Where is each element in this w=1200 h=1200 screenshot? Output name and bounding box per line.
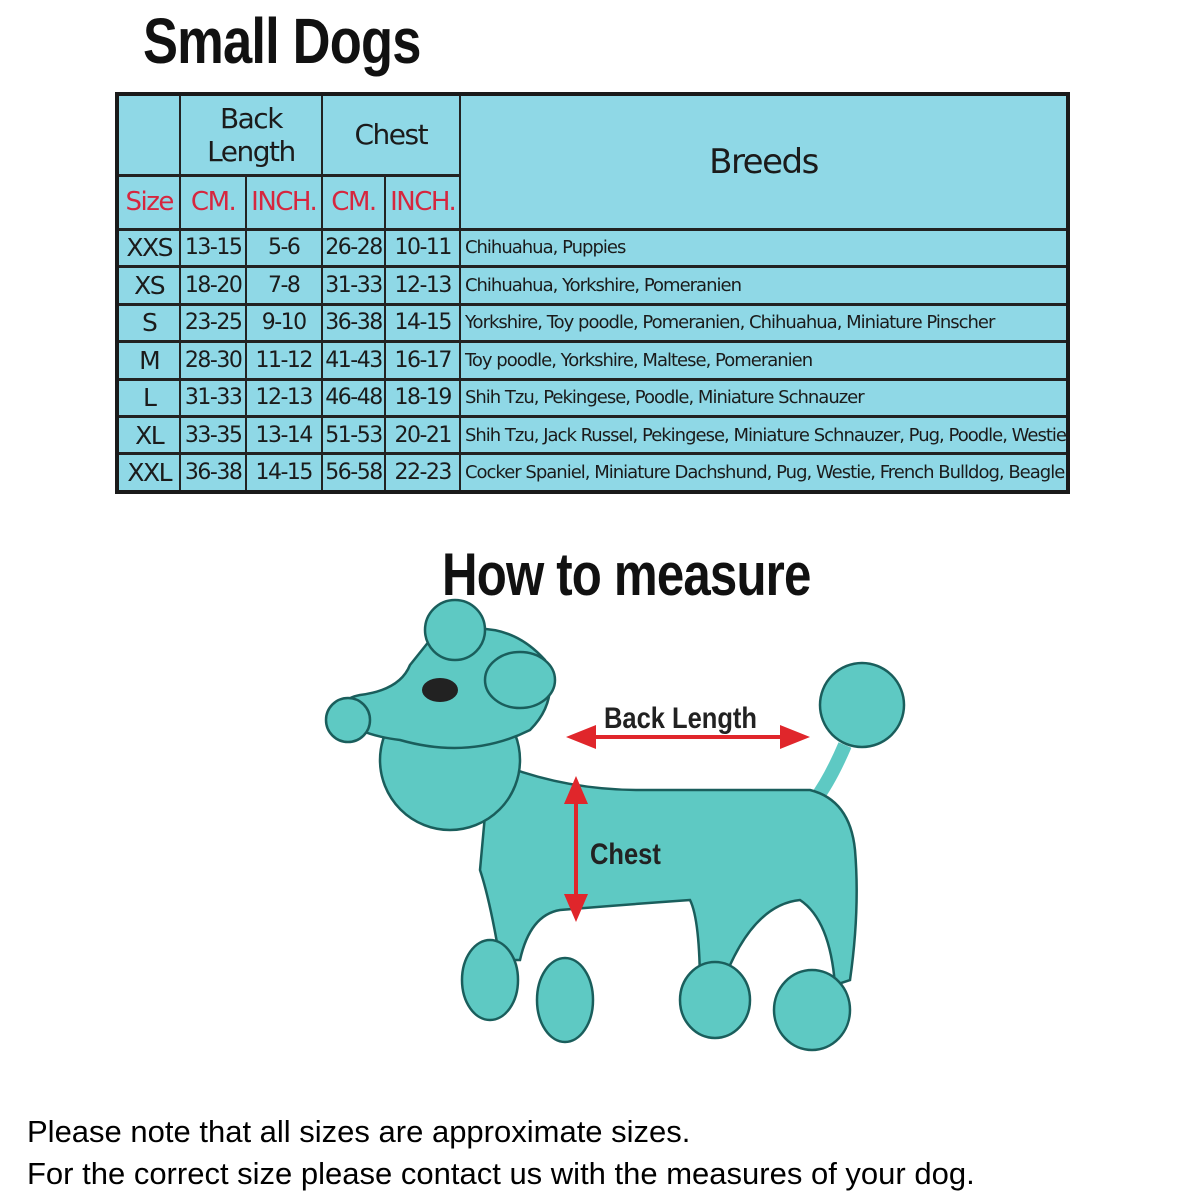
chest-cm-cell: 51-53 xyxy=(320,415,387,456)
chest-inch-cell: 22-23 xyxy=(384,452,461,494)
breeds-cell: Yorkshire, Toy poodle, Pomeranien, Chihu… xyxy=(458,303,1070,344)
table-row: XS 18-20 7-8 31-33 12-13 Chihuahua, Yorkshire… xyxy=(115,265,1070,306)
chest-inch-cell: 20-21 xyxy=(384,415,461,456)
table-row: M 28-30 11-12 41-43 16-17 Toy poodle, Yorkshi… xyxy=(115,340,1070,381)
back-cm-cell: 31-33 xyxy=(179,377,247,418)
breeds-cell: Cocker Spaniel, Miniature Dachshund, Pug… xyxy=(458,452,1070,494)
size-cell: M xyxy=(115,340,182,381)
dog-measure-illustration: Back Length Chest xyxy=(324,598,906,1052)
table-row: L 31-33 12-13 46-48 18-19 Shih Tzu, Pekingese… xyxy=(115,377,1070,418)
back-inch-cell: 14-15 xyxy=(244,452,323,494)
back-cm-cell: 36-38 xyxy=(179,452,247,494)
size-cell: XXS xyxy=(115,228,182,269)
chest-cm-cell: 46-48 xyxy=(320,377,387,418)
back-inch-cell: 13-14 xyxy=(244,415,323,456)
chest-cm-cell: 26-28 xyxy=(320,228,387,269)
chest-inch-cell: 16-17 xyxy=(384,340,461,381)
breeds-header: Breeds xyxy=(458,92,1070,231)
back-inch-cell: 11-12 xyxy=(244,340,323,381)
chest-cm-cell: 56-58 xyxy=(320,452,387,494)
chest-cm-header: CM. xyxy=(320,174,387,231)
back-length-label: Back Length xyxy=(604,701,757,734)
back-cm-cell: 18-20 xyxy=(179,265,247,306)
blank-cell xyxy=(115,92,182,177)
back-length-arrow xyxy=(566,725,810,749)
size-cell: S xyxy=(115,303,182,344)
chest-inch-header: INCH. xyxy=(384,174,461,231)
eye-icon xyxy=(422,678,458,702)
chest-inch-cell: 10-11 xyxy=(384,228,461,269)
back-cm-cell: 23-25 xyxy=(179,303,247,344)
breeds-cell: Shih Tzu, Jack Russel, Pekingese, Miniat… xyxy=(458,415,1070,456)
size-cell: L xyxy=(115,377,182,418)
table-row: XXS 13-15 5-6 26-28 10-11 Chihuahua, Puppies xyxy=(115,228,1070,269)
back-inch-header: INCH. xyxy=(244,174,323,231)
chest-arrow xyxy=(564,776,588,922)
size-header: Size xyxy=(115,174,182,231)
breeds-cell: Shih Tzu, Pekingese, Poodle, Miniature S… xyxy=(458,377,1070,418)
how-to-measure-title: How to measure xyxy=(442,541,811,608)
back-cm-header: CM. xyxy=(179,174,247,231)
breeds-cell: Toy poodle, Yorkshire, Maltese, Pomerani… xyxy=(458,340,1070,381)
back-length-header: Back Length xyxy=(179,92,323,177)
page-title: Small Dogs xyxy=(143,5,421,77)
chest-cm-cell: 41-43 xyxy=(320,340,387,381)
chest-label: Chest xyxy=(590,837,661,870)
note-line-2: For the correct size please contact us w… xyxy=(27,1156,975,1191)
back-inch-cell: 7-8 xyxy=(244,265,323,306)
size-table: Back Length Chest Breeds Size CM. INCH. … xyxy=(115,92,1070,494)
chest-inch-cell: 18-19 xyxy=(384,377,461,418)
back-cm-cell: 28-30 xyxy=(179,340,247,381)
back-inch-cell: 5-6 xyxy=(244,228,323,269)
size-cell: XL xyxy=(115,415,182,456)
note-line-1: Please note that all sizes are approxima… xyxy=(27,1114,691,1149)
chest-inch-cell: 12-13 xyxy=(384,265,461,306)
breeds-cell: Chihuahua, Yorkshire, Pomeranien xyxy=(458,265,1070,306)
size-cell: XXL xyxy=(115,452,182,494)
table-row: S 23-25 9-10 36-38 14-15 Yorkshire, Toy poodl… xyxy=(115,303,1070,344)
back-cm-cell: 13-15 xyxy=(179,228,247,269)
back-cm-cell: 33-35 xyxy=(179,415,247,456)
chest-inch-cell: 14-15 xyxy=(384,303,461,344)
back-inch-cell: 12-13 xyxy=(244,377,323,418)
poodle-illustration xyxy=(324,598,906,1052)
chest-cm-cell: 36-38 xyxy=(320,303,387,344)
breeds-cell: Chihuahua, Puppies xyxy=(458,228,1070,269)
chest-header: Chest xyxy=(320,92,461,177)
chest-cm-cell: 31-33 xyxy=(320,265,387,306)
size-cell: XS xyxy=(115,265,182,306)
back-inch-cell: 9-10 xyxy=(244,303,323,344)
table-row: XL 33-35 13-14 51-53 20-21 Shih Tzu, Jack Rus… xyxy=(115,415,1070,456)
table-row: XXL 36-38 14-15 56-58 22-23 Cocker Spaniel, M… xyxy=(115,452,1070,494)
